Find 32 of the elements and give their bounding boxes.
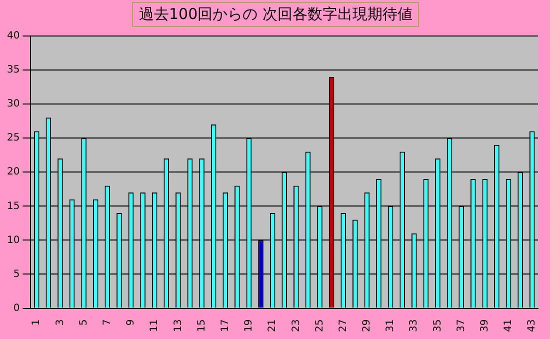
y-tick-label: 30 xyxy=(6,98,20,110)
x-tick-label: 33 xyxy=(408,319,420,332)
x-tick-label: 3 xyxy=(54,319,66,326)
x-tick-label: 9 xyxy=(126,319,137,326)
y-tick-label: 10 xyxy=(6,234,20,246)
chart-title: 過去100回からの 次回各数字出現期待値 xyxy=(132,2,420,27)
x-tick-label: 11 xyxy=(149,319,160,332)
x-tick-label: 21 xyxy=(267,319,278,332)
x-tick-label: 25 xyxy=(314,319,326,332)
y-tick-label: 15 xyxy=(6,200,20,212)
y-tick-label: 5 xyxy=(13,268,20,280)
x-tick-label: 7 xyxy=(102,319,113,326)
x-tick-label: 23 xyxy=(290,319,302,332)
x-tick-label: 13 xyxy=(172,319,184,332)
y-tick-label: 35 xyxy=(6,64,20,76)
y-tick-label: 0 xyxy=(13,302,20,314)
x-tick-label: 17 xyxy=(220,319,231,332)
x-tick-label: 31 xyxy=(385,319,396,332)
y-tick-label: 40 xyxy=(6,30,20,42)
y-tick-label: 20 xyxy=(6,166,20,178)
x-tick-label: 35 xyxy=(432,319,444,332)
x-tick-label: 41 xyxy=(503,319,514,332)
x-tick-label: 37 xyxy=(456,319,467,332)
x-tick-label: 39 xyxy=(480,319,491,332)
x-tick-label: 19 xyxy=(244,319,255,332)
x-tick-label: 5 xyxy=(78,319,90,326)
x-tick-label: 15 xyxy=(196,319,208,332)
y-tick-label: 25 xyxy=(6,132,20,144)
x-tick-label: 1 xyxy=(31,319,42,326)
x-tick-label: 27 xyxy=(338,319,349,332)
x-tick-label: 43 xyxy=(526,319,538,332)
x-tick-label: 29 xyxy=(362,319,373,332)
